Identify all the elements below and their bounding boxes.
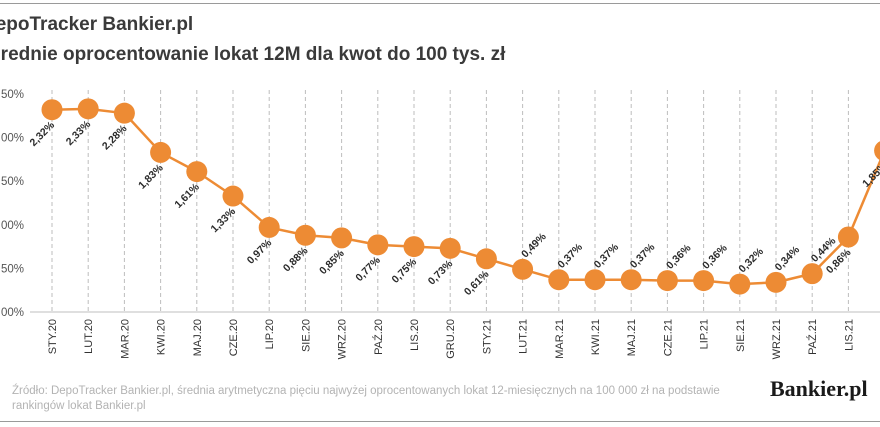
x-tick-label: LIS.20 xyxy=(409,319,421,351)
x-tick-label: CZE.21 xyxy=(662,319,674,356)
data-point xyxy=(186,161,208,183)
data-label: 0,36% xyxy=(700,242,730,272)
x-tick-label: MAJ.21 xyxy=(626,319,638,356)
x-tick-label: PAŹ.20 xyxy=(372,319,385,355)
data-point xyxy=(656,270,678,292)
data-point xyxy=(294,224,316,246)
data-point xyxy=(548,269,570,291)
data-label: 1,61% xyxy=(172,181,202,211)
x-tick-label: LIP.21 xyxy=(699,319,711,349)
data-point xyxy=(729,273,751,295)
data-point xyxy=(258,216,280,238)
data-point xyxy=(584,269,606,291)
x-tick-label: MAR.21 xyxy=(554,319,566,359)
data-point xyxy=(801,263,823,285)
data-label: 0,97% xyxy=(245,237,275,267)
x-tick-label: WRZ.21 xyxy=(771,319,783,359)
y-tick-label: 0,50% xyxy=(0,263,24,275)
data-point xyxy=(331,227,353,249)
x-tick-label: LIS.21 xyxy=(843,319,855,351)
data-label: 0,61% xyxy=(462,268,492,298)
data-point xyxy=(77,98,99,120)
data-label: 0,32% xyxy=(736,245,766,275)
data-point xyxy=(765,271,787,293)
y-tick-label: 1,00% xyxy=(0,220,24,232)
x-tick-label: MAJ.20 xyxy=(192,319,204,356)
y-tick-label: 0,00% xyxy=(0,307,24,319)
source-note: Źródło: DepoTracker Bankier.pl, średnia … xyxy=(12,385,720,412)
data-point xyxy=(222,185,244,207)
data-point xyxy=(113,102,135,124)
data-point xyxy=(693,270,715,292)
data-label: 0,37% xyxy=(628,241,658,271)
data-label: 2,32% xyxy=(28,119,58,149)
x-tick-label: STY.21 xyxy=(481,319,493,354)
data-point xyxy=(512,258,534,280)
data-label: 1,85% xyxy=(860,160,880,190)
data-point xyxy=(837,226,859,248)
data-label: 0,85% xyxy=(317,247,347,277)
data-point xyxy=(403,236,425,258)
y-tick-label: 1,50% xyxy=(0,176,24,188)
data-point xyxy=(439,237,461,259)
data-label: 0,49% xyxy=(519,230,549,260)
x-tick-label: PAŹ.21 xyxy=(806,319,819,355)
y-tick-label: 2,00% xyxy=(0,133,24,145)
x-tick-label: LUT.20 xyxy=(83,319,95,354)
bankier-logo: Bankier.pl xyxy=(770,376,868,401)
x-tick-label: KWI.21 xyxy=(590,319,602,355)
data-label: 1,33% xyxy=(209,205,239,235)
x-tick-label: GRU.20 xyxy=(445,319,457,359)
data-label: 0,37% xyxy=(555,241,585,271)
data-label: 2,28% xyxy=(100,122,130,152)
data-label: 0,34% xyxy=(773,243,803,273)
data-point xyxy=(41,99,63,121)
chart-title: DepoTracker Bankier.pl xyxy=(0,14,194,35)
data-label: 1,83% xyxy=(136,162,166,192)
x-tick-label: SIE.20 xyxy=(300,319,312,352)
x-tick-label: CZE.20 xyxy=(228,319,240,356)
data-label: 2,33% xyxy=(64,118,94,148)
x-tick-label: KWI.20 xyxy=(156,319,168,355)
x-tick-label: WRZ.20 xyxy=(337,319,349,359)
x-tick-label: STY.20 xyxy=(47,319,59,354)
data-point xyxy=(620,269,642,291)
data-label: 0,37% xyxy=(592,241,622,271)
data-label: 0,73% xyxy=(426,257,456,287)
x-tick-label: LUT.21 xyxy=(518,319,530,354)
data-point xyxy=(150,141,172,163)
x-tick-label: LIP.20 xyxy=(264,319,276,349)
data-label: 0,75% xyxy=(390,256,420,286)
data-label: 0,88% xyxy=(281,244,311,274)
chart-subtitle: Średnie oprocentowanie lokat 12M dla kwo… xyxy=(0,44,506,65)
x-tick-label: SIE.21 xyxy=(735,319,747,352)
data-point xyxy=(874,141,880,161)
y-tick-label: 2,50% xyxy=(0,89,24,101)
chart-frame xyxy=(0,3,880,422)
data-point xyxy=(475,248,497,270)
data-label: 0,36% xyxy=(664,242,694,272)
x-tick-label: MAR.20 xyxy=(119,319,131,359)
data-label: 0,77% xyxy=(353,254,383,284)
data-point xyxy=(367,234,389,256)
